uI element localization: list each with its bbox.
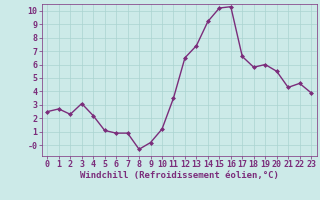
X-axis label: Windchill (Refroidissement éolien,°C): Windchill (Refroidissement éolien,°C)	[80, 171, 279, 180]
